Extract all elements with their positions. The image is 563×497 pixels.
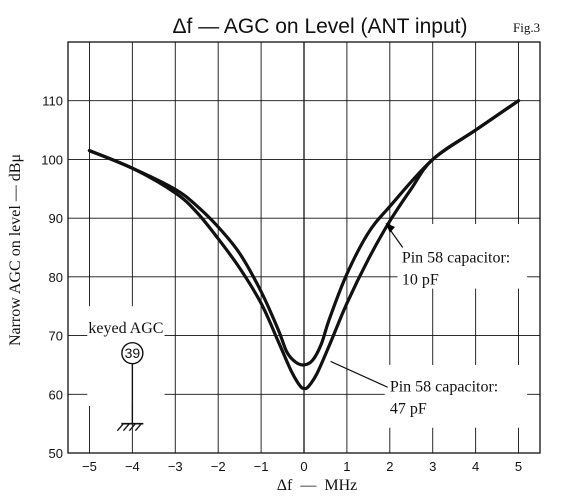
series-line-47pf: [87, 99, 521, 391]
x-tick-labels: −5 −4 −3 −2 −1 0 1 2 3 4 5: [82, 459, 522, 474]
pin-number: 39: [125, 345, 141, 361]
ground-hatch: [128, 423, 136, 432]
ground-hatch: [116, 423, 124, 432]
figure-label: Fig.3: [513, 20, 540, 35]
y-tick-labels: 50 60 70 80 90 100 110: [41, 94, 63, 461]
y-tick-label: 60: [49, 387, 63, 402]
x-tick-label: −1: [254, 459, 269, 474]
label-backdrop: [397, 224, 528, 289]
x-tick-label: −3: [168, 459, 183, 474]
x-tick-label: 0: [300, 459, 307, 474]
x-tick-label: −4: [125, 459, 140, 474]
y-tick-label: 100: [41, 152, 63, 167]
y-tick-label: 80: [49, 270, 63, 285]
label-47pf: Pin 58 capacitor: 47 pF: [390, 378, 498, 417]
label-10pf: Pin 58 capacitor: 10 pF: [402, 249, 510, 288]
plot-frame: [67, 41, 541, 454]
x-tick-label: 4: [472, 459, 479, 474]
y-axis-label: Narrow AGC on level — dBμ: [7, 154, 24, 346]
y-tick-label: 50: [49, 446, 63, 461]
x-tick-label: −5: [82, 459, 97, 474]
chart-title: Δf — AGC on Level (ANT input): [173, 15, 468, 38]
ground-hatch: [122, 423, 130, 432]
annotations: keyed AGC 39 Pin 58 capacitor: 10 pF Pin 58 …: [87, 222, 528, 432]
x-tick-label: 2: [386, 459, 393, 474]
y-tick-label: 70: [49, 329, 63, 344]
ground-hatch: [134, 423, 142, 432]
label-backdrop: [384, 364, 528, 428]
x-tick-label: 5: [515, 459, 522, 474]
data-series: [87, 99, 521, 391]
y-tick-label: 110: [42, 94, 63, 109]
x-tick-label: 1: [343, 459, 350, 474]
x-tick-label: −2: [211, 459, 226, 474]
series-line-10pf: [87, 99, 521, 367]
leader-47pf: [330, 360, 388, 388]
keyed-agc-label: keyed AGC: [88, 320, 163, 337]
x-tick-label: 3: [429, 459, 436, 474]
arrowhead-10pf: [385, 222, 395, 233]
y-tick-label: 90: [49, 211, 63, 226]
x-axis-label: Δf — MHz: [277, 477, 358, 494]
